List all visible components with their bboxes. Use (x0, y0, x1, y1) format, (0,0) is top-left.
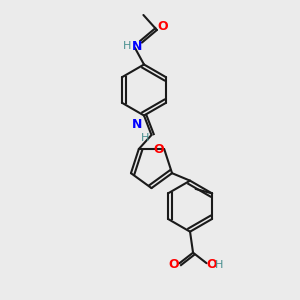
Text: H: H (215, 260, 223, 270)
Text: O: O (153, 142, 164, 155)
Text: O: O (169, 258, 179, 271)
Text: O: O (157, 20, 168, 34)
Text: N: N (132, 40, 142, 53)
Text: O: O (206, 258, 217, 271)
Text: N: N (132, 118, 142, 131)
Text: H: H (141, 133, 149, 143)
Text: H: H (122, 41, 131, 52)
